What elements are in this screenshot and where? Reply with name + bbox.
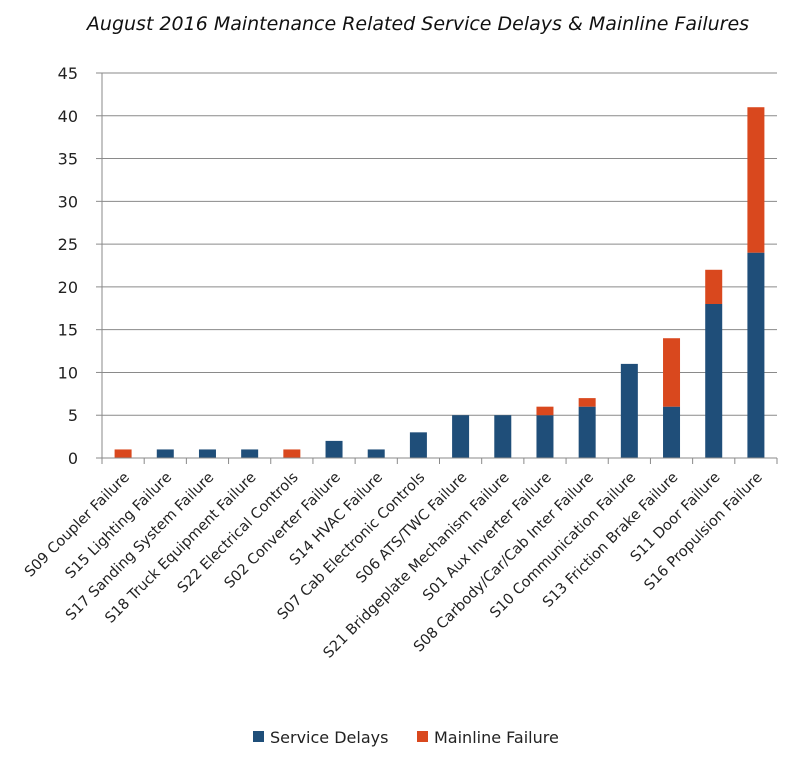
bar-mainline-failure	[536, 406, 554, 416]
y-tick-label: 35	[58, 150, 78, 169]
x-category-label: S18 Truck Equipment Failure	[102, 469, 259, 626]
bar-service-delays	[198, 449, 216, 458]
y-tick-label: 10	[58, 363, 78, 382]
legend-swatch-service-delays	[253, 731, 264, 742]
bars	[114, 107, 765, 458]
bar-service-delays	[325, 440, 343, 458]
y-tick-label: 20	[58, 278, 78, 297]
y-tick-label: 15	[58, 321, 78, 340]
bar-service-delays	[409, 432, 427, 458]
y-tick-label: 30	[58, 192, 78, 211]
y-axis-ticks: 0 5 10 15 20 25 30 35 40 45	[58, 64, 102, 468]
y-tick-label: 0	[68, 449, 78, 468]
legend-swatch-mainline-failure	[417, 731, 428, 742]
legend-label-service-delays: Service Delays	[270, 728, 388, 747]
y-tick-label: 45	[58, 64, 78, 83]
bar-service-delays	[241, 449, 259, 458]
chart-title: August 2016 Maintenance Related Service …	[85, 13, 749, 35]
bar-mainline-failure	[578, 398, 596, 407]
bar-mainline-failure	[747, 107, 765, 253]
y-tick-label: 25	[58, 235, 78, 254]
legend: Service Delays Mainline Failure	[253, 728, 559, 747]
bar-mainline-failure	[114, 449, 132, 458]
bar-service-delays	[747, 252, 765, 458]
y-tick-label: 40	[58, 107, 78, 126]
bar-service-delays	[663, 406, 681, 458]
bar-service-delays	[494, 415, 512, 458]
bar-service-delays	[578, 406, 596, 458]
bar-mainline-failure	[705, 269, 723, 304]
bar-service-delays	[705, 304, 723, 458]
bar-service-delays	[620, 363, 638, 458]
bar-mainline-failure	[663, 338, 681, 407]
bar-mainline-failure	[283, 449, 301, 458]
bar-service-delays	[536, 415, 554, 458]
y-tick-label: 5	[68, 406, 78, 425]
bar-service-delays	[367, 449, 385, 458]
bar-service-delays	[452, 415, 470, 458]
bar-service-delays	[156, 449, 174, 458]
legend-label-mainline-failure: Mainline Failure	[434, 728, 559, 747]
gridlines	[102, 72, 777, 416]
axes	[101, 73, 778, 464]
